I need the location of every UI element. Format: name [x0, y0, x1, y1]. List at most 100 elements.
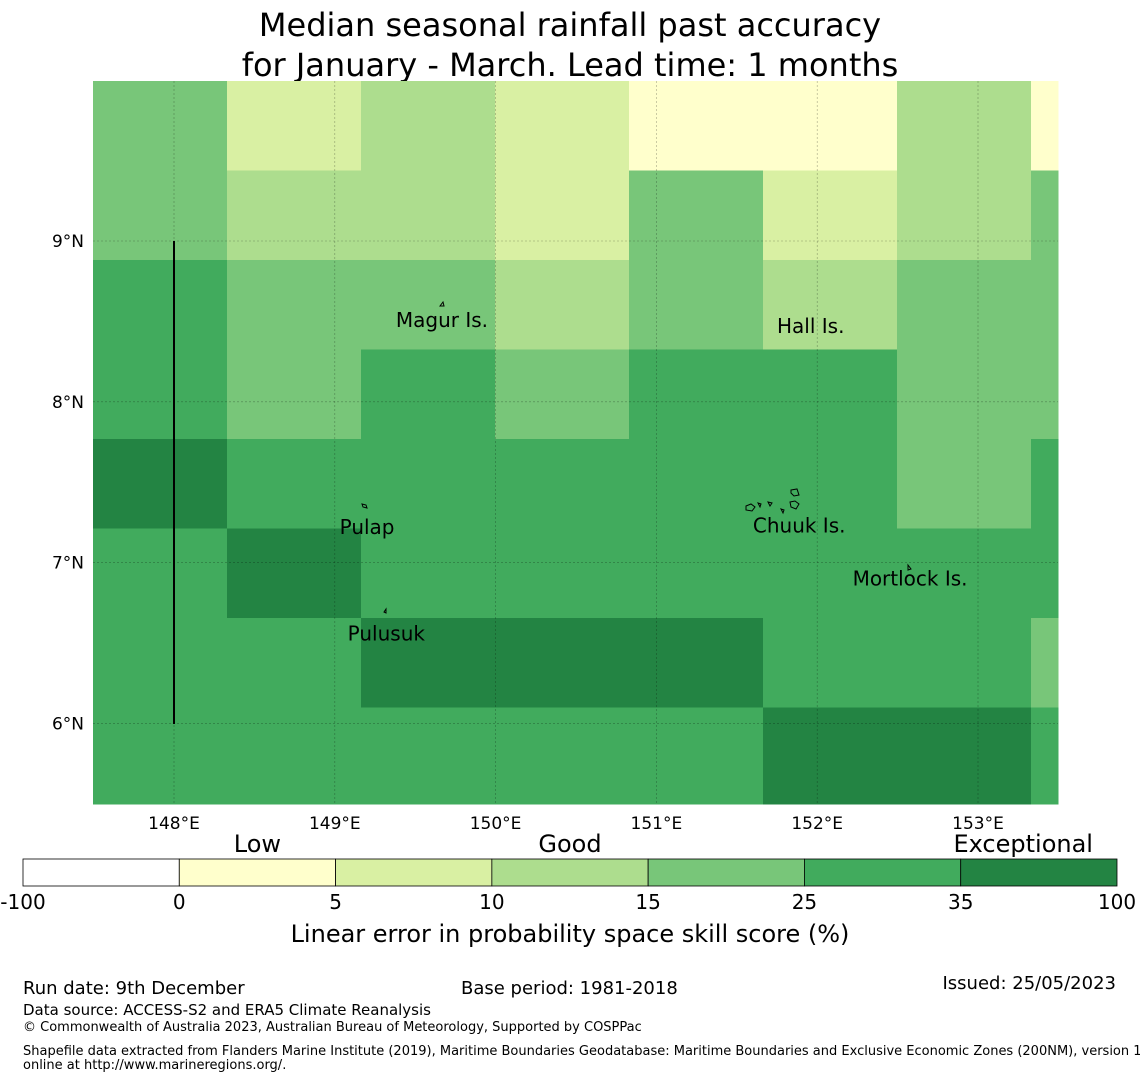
- grid-cell: [93, 707, 228, 805]
- grid-cell: [629, 81, 764, 171]
- grid-cell: [1031, 528, 1059, 619]
- colorbar-category-label: Good: [538, 830, 601, 858]
- run-date: Run date: 9th December: [23, 978, 245, 999]
- grid-cell: [495, 439, 630, 529]
- grid-cell: [897, 81, 1032, 171]
- grid-cell: [361, 349, 496, 440]
- grid-cell: [495, 170, 630, 261]
- grid-cell: [495, 528, 630, 619]
- latitude-tick-label: 8°N: [52, 393, 84, 413]
- grid-cell: [227, 260, 362, 350]
- grid-cell: [361, 528, 496, 619]
- grid-cell: [227, 707, 362, 805]
- grid-cell: [227, 170, 362, 261]
- grid-cell: [897, 439, 1032, 529]
- grid-cell: [93, 528, 228, 619]
- grid-cell: [93, 81, 228, 171]
- island-outlines: [361, 300, 912, 614]
- grid-cell: [227, 439, 362, 529]
- grid-cell: [361, 707, 496, 805]
- shapefile-credit-line2: online at http://www.marineregions.org/.: [23, 1058, 286, 1073]
- colorbar-tick-label: -100: [0, 890, 45, 914]
- grid-cell: [361, 260, 496, 350]
- grid-cell: [93, 260, 228, 350]
- grid-cell: [897, 707, 1032, 805]
- grid-cell: [1031, 81, 1059, 171]
- grid-cell: [227, 81, 362, 171]
- skill-grid: [93, 81, 1059, 805]
- grid-cell: [629, 707, 764, 805]
- grid-cell: [1031, 260, 1059, 350]
- longitude-tick-label: 151°E: [631, 814, 683, 834]
- longitude-tick-label: 152°E: [791, 814, 843, 834]
- colorbar-tick-label: 25: [792, 890, 817, 914]
- latitude-axis: 9°N 8°N 7°N 6°N: [52, 232, 84, 734]
- grid-cell: [897, 170, 1032, 261]
- longitude-tick-label: 150°E: [470, 814, 522, 834]
- place-label: Hall Is.: [777, 314, 844, 338]
- longitude-axis: 148°E 149°E 150°E 151°E 152°E 153°E: [148, 814, 1004, 834]
- colorbar-tick-labels: -100 0 5 10 15 25 35 100: [0, 890, 1136, 914]
- colorbar-tick-label: 5: [329, 890, 342, 914]
- chart-title-line1: Median seasonal rainfall past accuracy: [259, 6, 881, 44]
- place-label: Pulusuk: [348, 621, 426, 645]
- chart-title-line2: for January - March. Lead time: 1 months: [242, 46, 899, 84]
- island-mortlock: [907, 563, 912, 571]
- colorbar-tick-label: 100: [1098, 890, 1136, 914]
- grid-cell: [897, 349, 1032, 440]
- island-pulusuk: [383, 607, 387, 614]
- grid-cell: [495, 260, 630, 350]
- grid-cell: [93, 618, 228, 708]
- grid-cell: [495, 81, 630, 171]
- grid-cell: [93, 170, 228, 261]
- colorbar-swatch: [491, 858, 649, 887]
- grid-cell: [763, 618, 898, 708]
- grid-cell: [763, 528, 898, 619]
- grid-cell: [763, 81, 898, 171]
- colorbar-legend: Low Good Exceptional -100 0 5 10 15 25 35 100 Lin…: [0, 830, 1136, 948]
- place-label: Chuuk Is.: [753, 514, 846, 538]
- colorbar-swatch: [804, 858, 962, 887]
- grid-cell: [1031, 349, 1059, 440]
- grid-cell: [495, 618, 630, 708]
- grid-cell: [227, 349, 362, 440]
- colorbar-categories: Low Good Exceptional: [234, 830, 1093, 858]
- skill-map: Magur Is. Hall Is. Pulap Chuuk Is. Mortlock …: [52, 81, 1059, 834]
- colorbar-category-label: Low: [234, 830, 281, 858]
- grid-cell: [763, 439, 898, 529]
- grid-cell: [763, 349, 898, 440]
- colorbar-tick-label: 35: [948, 890, 973, 914]
- grid-cell: [227, 618, 362, 708]
- colorbar-swatch: [22, 858, 180, 887]
- grid-cell: [361, 618, 496, 708]
- grid-cell: [361, 81, 496, 171]
- grid-cell: [1031, 439, 1059, 529]
- grid-cell: [1031, 707, 1059, 805]
- grid-cell: [897, 528, 1032, 619]
- place-label: Pulap: [340, 515, 395, 539]
- grid-cell: [897, 260, 1032, 350]
- colorbar-category-label: Exceptional: [953, 830, 1093, 858]
- grid-cell: [763, 170, 898, 261]
- place-label: Mortlock Is.: [853, 567, 968, 591]
- latitude-tick-label: 7°N: [52, 554, 84, 574]
- latitude-tick-label: 9°N: [52, 232, 84, 252]
- issued-date: Issued: 25/05/2023: [942, 973, 1116, 994]
- grid-cell: [93, 439, 228, 529]
- grid-cell: [1031, 170, 1059, 261]
- place-labels: Magur Is. Hall Is. Pulap Chuuk Is. Mortlock …: [340, 308, 968, 646]
- longitude-tick-label: 148°E: [148, 814, 200, 834]
- colorbar-swatch: [178, 858, 336, 887]
- grid-cell: [227, 528, 362, 619]
- footer: Run date: 9th December Base period: 1981…: [23, 973, 1140, 1073]
- base-period: Base period: 1981-2018: [461, 978, 678, 999]
- grid-cell: [495, 349, 630, 440]
- longitude-tick-label: 149°E: [309, 814, 361, 834]
- grid-cell: [629, 618, 764, 708]
- grid-cell: [897, 618, 1032, 708]
- colorbar-swatch: [647, 858, 805, 887]
- colorbar-swatch: [960, 858, 1118, 887]
- grid-cell: [1031, 618, 1059, 708]
- island-chuuk: [745, 488, 800, 515]
- colorbar-swatch: [335, 858, 493, 887]
